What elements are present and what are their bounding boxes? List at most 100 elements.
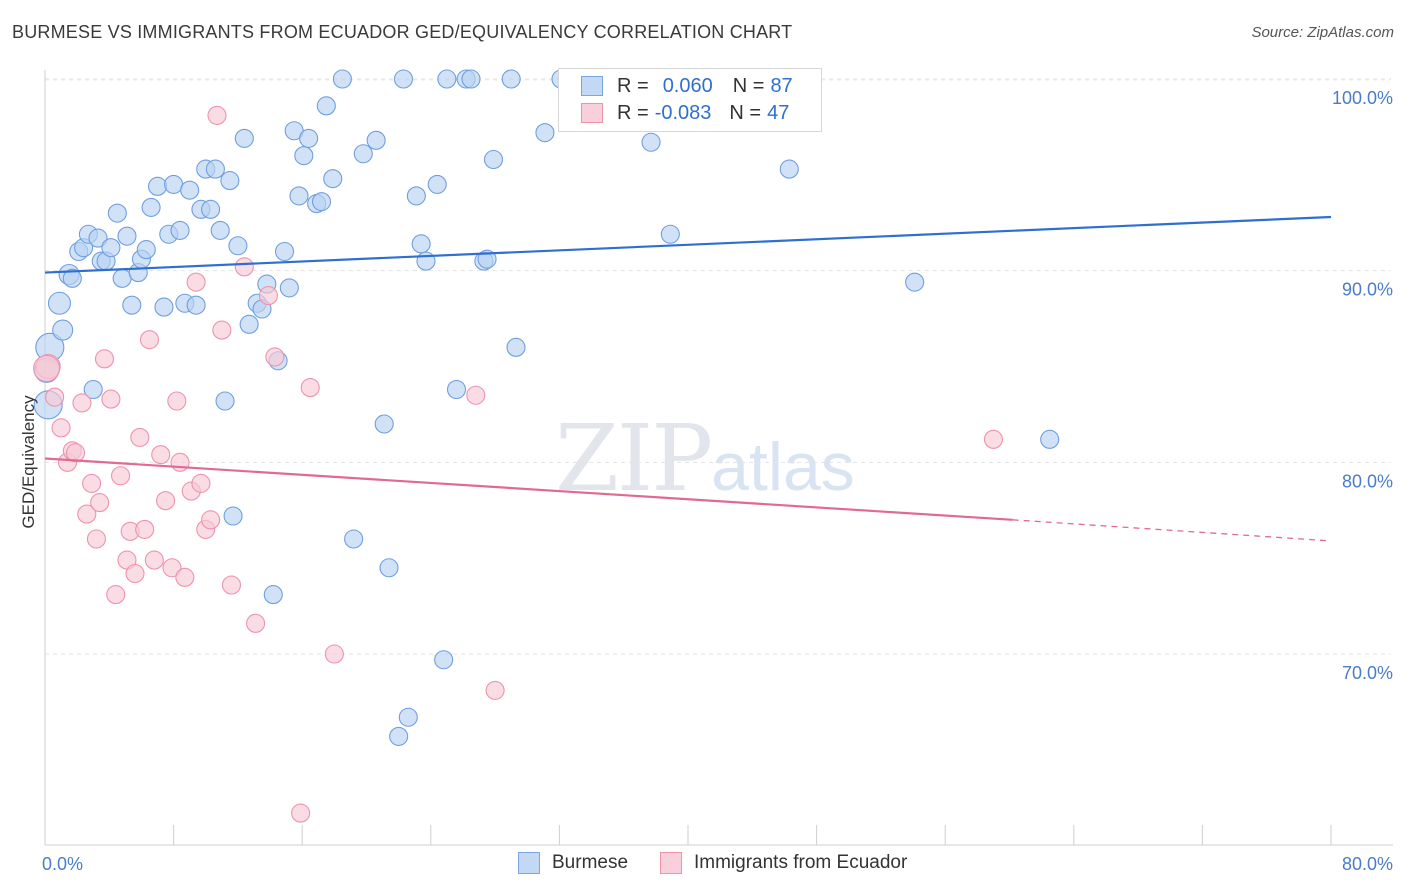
burmese-point — [398, 707, 418, 727]
burmese-point — [323, 169, 343, 189]
burmese-point — [374, 414, 394, 434]
ecuador-point — [101, 389, 121, 409]
burmese-point — [535, 123, 555, 143]
burmese-point — [52, 319, 74, 341]
y-tick-label: 70.0% — [1342, 663, 1393, 683]
burmese-point — [641, 132, 661, 152]
burmese-point — [279, 278, 299, 298]
ecuador-trend-line — [44, 457, 1013, 521]
burmese-point — [263, 585, 283, 605]
ecuador-point — [94, 349, 115, 369]
ecuador-point — [258, 286, 278, 306]
stats-legend: R = 0.060 N = 87 R = -0.083 N = 47 — [558, 68, 822, 132]
burmese-point — [316, 96, 336, 116]
y-axis-label: GED/Equivalency — [19, 395, 38, 529]
burmese-point — [434, 650, 454, 670]
ecuador-point — [111, 466, 131, 486]
source-label: Source: ZipAtlas.com — [1251, 24, 1394, 41]
legend-item-burmese[interactable]: Burmese — [518, 852, 628, 874]
ecuador-point — [221, 575, 242, 595]
n-label: N = — [732, 74, 765, 97]
burmese-point — [483, 149, 504, 170]
burmese-point — [170, 220, 190, 240]
ecuador-point — [167, 391, 187, 411]
burmese-point — [141, 197, 161, 217]
burmese-point — [446, 379, 467, 400]
watermark: ZIPatlas — [555, 405, 855, 512]
ecuador-point — [175, 567, 195, 587]
burmese-trend-line — [44, 215, 1332, 274]
ecuador-point — [324, 644, 344, 664]
burmese-point — [122, 295, 142, 315]
ecuador-point — [201, 510, 221, 530]
trend-lines — [44, 215, 1332, 542]
burmese-point — [47, 291, 72, 315]
stats-row-burmese: R = 0.060 N = 87 — [581, 74, 793, 98]
axes — [44, 70, 1393, 846]
burmese-point — [83, 379, 103, 400]
ecuador-point — [191, 473, 211, 493]
watermark-atlas: atlas — [711, 429, 855, 505]
burmese-point — [112, 268, 132, 288]
chart-title: BURMESE VS IMMIGRANTS FROM ECUADOR GED/E… — [12, 22, 793, 42]
series-burmese-points — [33, 69, 1060, 746]
ecuador-point — [983, 429, 1003, 449]
burmese-point — [501, 69, 521, 89]
n-label: N = — [729, 101, 762, 124]
burmese-point — [294, 146, 314, 166]
ecuador-point — [144, 550, 164, 570]
burmese-point — [389, 726, 409, 746]
burmese-point — [274, 241, 295, 262]
burmese-point — [461, 69, 481, 89]
series-ecuador-points — [33, 105, 1003, 823]
ecuador-point — [106, 585, 126, 605]
burmese-point — [136, 240, 156, 260]
legend-label-ecuador: Immigrants from Ecuador — [694, 852, 908, 873]
burmese-point — [215, 391, 235, 411]
burmese-point — [332, 69, 352, 89]
burmese-point — [201, 199, 221, 219]
ecuador-legend-swatch — [660, 852, 682, 874]
y-tick-label: 90.0% — [1342, 280, 1393, 300]
grid-lines — [45, 78, 1391, 655]
burmese-point — [779, 159, 799, 179]
burmese-r-value: 0.060 — [662, 74, 713, 97]
ecuador-point — [466, 385, 486, 405]
ecuador-point — [65, 443, 86, 463]
burmese-point — [344, 529, 364, 549]
burmese-legend-swatch — [518, 852, 540, 874]
ecuador-swatch — [581, 103, 603, 123]
ecuador-point — [246, 613, 266, 633]
burmese-point — [228, 236, 248, 256]
ecuador-r-value: -0.083 — [654, 101, 712, 124]
burmese-point — [299, 128, 319, 148]
burmese-point — [311, 192, 332, 212]
stats-row-ecuador: R = -0.083 N = 47 — [581, 101, 789, 125]
ecuador-point — [72, 393, 92, 413]
ecuador-point — [45, 387, 65, 407]
r-label: R = — [617, 101, 649, 124]
burmese-point — [223, 506, 243, 526]
burmese-swatch — [581, 76, 603, 96]
burmese-point — [660, 224, 680, 244]
ecuador-point — [139, 330, 160, 350]
ecuador-point — [90, 493, 110, 513]
ecuador-trend-extension — [1012, 519, 1332, 542]
ecuador-point — [151, 445, 171, 465]
burmese-point — [101, 238, 121, 258]
burmese-point — [289, 186, 309, 206]
legend-item-ecuador[interactable]: Immigrants from Ecuador — [660, 852, 907, 874]
burmese-point — [437, 69, 457, 89]
burmese-n-value: 87 — [770, 74, 793, 97]
burmese-point — [186, 295, 206, 315]
ecuador-point — [82, 473, 102, 493]
x-tick-label-end: 80.0% — [1342, 854, 1393, 874]
burmese-point — [147, 176, 168, 196]
ecuador-point — [77, 504, 97, 524]
ecuador-point — [170, 452, 190, 472]
burmese-point — [506, 337, 526, 357]
ecuador-point — [300, 378, 320, 398]
burmese-point — [164, 174, 184, 194]
burmese-point — [117, 226, 137, 246]
